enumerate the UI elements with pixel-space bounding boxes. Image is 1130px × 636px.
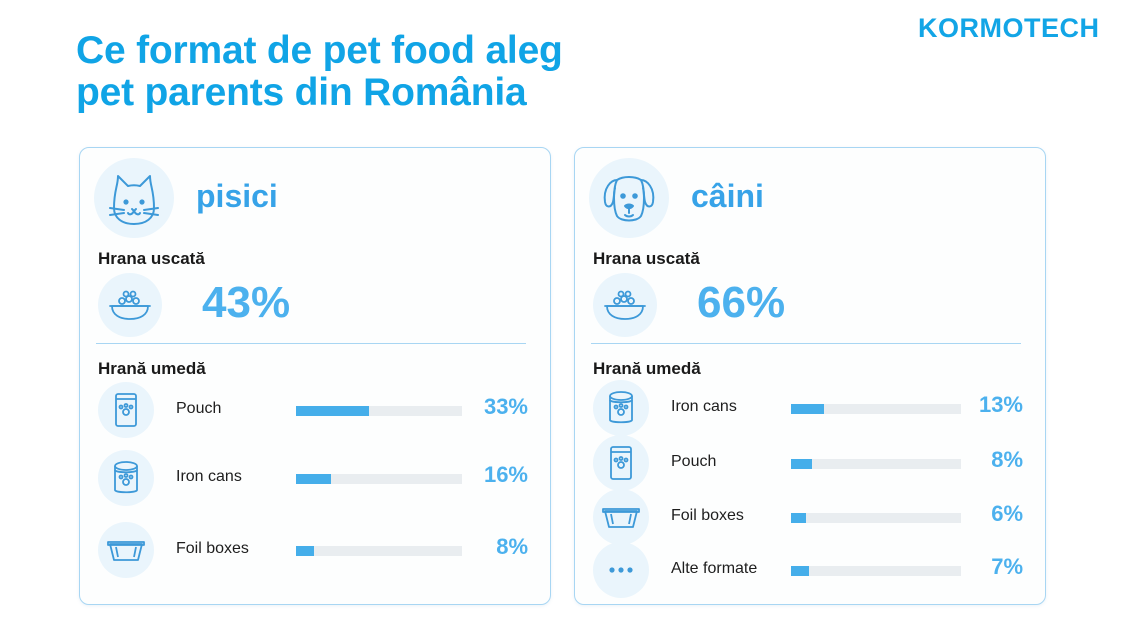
bar-track: [791, 566, 961, 576]
brand-logo: KORMOTECH: [918, 13, 1100, 43]
wet-row-label: Foil boxes: [176, 540, 249, 557]
cat-icon: [94, 158, 174, 238]
bar-fill: [791, 566, 810, 576]
wet-row-value: 33%: [483, 394, 528, 419]
dry-food-label: Hrana uscată: [98, 249, 205, 268]
wet-row-foil-boxes: Foil boxes 6%: [575, 489, 1045, 549]
wet-row-value: 8%: [991, 447, 1023, 472]
wet-row-value: 16%: [483, 462, 528, 487]
food-bowl-icon: [98, 273, 162, 337]
wet-row-label: Iron cans: [671, 398, 737, 415]
dry-food-value: 43%: [202, 278, 291, 327]
wet-row-iron-cans: Iron cans 13%: [575, 380, 1045, 440]
bar-fill: [296, 474, 332, 484]
wet-row-pouch: Pouch 33%: [80, 382, 550, 442]
wet-row-pouch: Pouch 8%: [575, 435, 1045, 495]
bar-track: [296, 474, 462, 484]
bar-fill: [791, 513, 807, 523]
bar-track: [791, 404, 961, 414]
dogs-panel: câini Hrana uscată 66% Hrană umedă Iron …: [574, 147, 1046, 605]
dog-icon: [589, 158, 669, 238]
cats-panel: pisici Hrana uscată 43% Hrană umedă Pouc…: [79, 147, 551, 605]
bar-track: [296, 546, 462, 556]
section-divider: [591, 343, 1021, 344]
page-title: Ce format de pet food aleg pet parents d…: [76, 30, 563, 114]
wet-row-label: Pouch: [671, 453, 717, 470]
cats-title: pisici: [196, 178, 278, 214]
bar-track: [791, 459, 961, 469]
wet-row-label: Iron cans: [176, 468, 242, 485]
wet-row-label: Pouch: [176, 400, 222, 417]
can-icon: [98, 450, 154, 506]
food-bowl-icon: [593, 273, 657, 337]
bar-fill: [296, 406, 370, 416]
bar-fill: [791, 404, 825, 414]
can-icon: [593, 380, 649, 436]
wet-row-value: 7%: [991, 554, 1023, 579]
pouch-icon: [98, 382, 154, 438]
bar-track: [791, 513, 961, 523]
dry-food-label: Hrana uscată: [593, 249, 700, 268]
wet-food-label: Hrană umedă: [593, 359, 701, 378]
wet-row-value: 6%: [991, 501, 1023, 526]
wet-row-iron-cans: Iron cans 16%: [80, 450, 550, 510]
dogs-title: câini: [691, 178, 764, 214]
wet-row-value: 8%: [496, 534, 528, 559]
pouch-icon: [593, 435, 649, 491]
wet-row-foil-boxes: Foil boxes 8%: [80, 522, 550, 582]
dry-food-value: 66%: [697, 278, 786, 327]
wet-row-label: Alte formate: [671, 560, 758, 577]
section-divider: [96, 343, 526, 344]
more-dots-icon: [593, 542, 649, 598]
wet-row-value: 13%: [978, 392, 1023, 417]
title-line-1: Ce format de pet food aleg: [76, 29, 563, 72]
foil-box-icon: [593, 489, 649, 545]
wet-food-label: Hrană umedă: [98, 359, 206, 378]
foil-box-icon: [98, 522, 154, 578]
bar-fill: [791, 459, 812, 469]
wet-row-other-formats: Alte formate 7%: [575, 542, 1045, 602]
wet-row-label: Foil boxes: [671, 507, 744, 524]
bar-track: [296, 406, 462, 416]
bar-fill: [296, 546, 314, 556]
title-line-2: pet parents din România: [76, 71, 527, 114]
